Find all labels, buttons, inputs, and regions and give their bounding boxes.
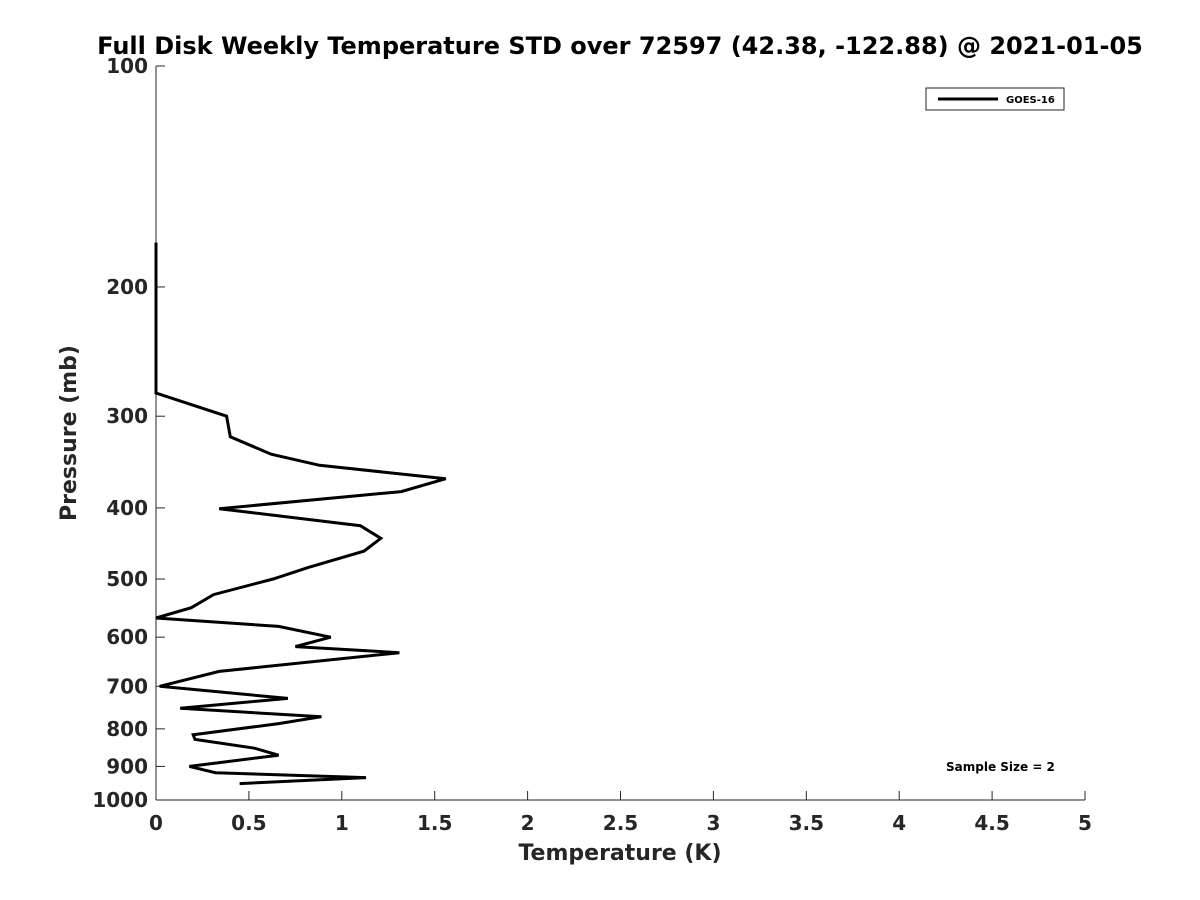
x-tick-label: 4 xyxy=(892,811,906,835)
sample-size-annotation: Sample Size = 2 xyxy=(946,760,1055,774)
x-axis-label: Temperature (K) xyxy=(518,841,721,866)
y-tick-label: 800 xyxy=(106,717,148,741)
y-axis-label: Pressure (mb) xyxy=(57,345,82,521)
chart-title: Full Disk Weekly Temperature STD over 72… xyxy=(97,32,1143,60)
y-tick-label: 600 xyxy=(106,625,148,649)
y-tick-label: 300 xyxy=(106,404,148,428)
legend: GOES-16 xyxy=(925,87,1065,111)
x-tick-label: 3 xyxy=(706,811,720,835)
y-tick-label: 700 xyxy=(106,674,148,698)
legend-label-goes-16: GOES-16 xyxy=(1006,95,1055,106)
series-line-goes-16 xyxy=(154,242,447,786)
y-tick-label: 400 xyxy=(106,496,148,520)
y-axis-ticks: 100 200 300 400 500 600 700 800 900 1000 xyxy=(92,54,165,812)
x-tick-label: 4.5 xyxy=(974,811,1009,835)
x-tick-label: 1 xyxy=(335,811,349,835)
x-axis-ticks: 0 0.5 1 1.5 2 2.5 3 3.5 4 4.5 5 xyxy=(149,791,1092,835)
x-tick-label: 2.5 xyxy=(603,811,638,835)
x-tick-label: 2 xyxy=(521,811,535,835)
y-tick-label: 100 xyxy=(106,54,148,78)
series-layer xyxy=(154,242,447,786)
x-tick-label: 0 xyxy=(149,811,163,835)
y-tick-label: 500 xyxy=(106,567,148,591)
x-tick-label: 0.5 xyxy=(231,811,266,835)
x-tick-label: 3.5 xyxy=(789,811,824,835)
y-tick-label: 900 xyxy=(106,754,148,778)
y-tick-label: 1000 xyxy=(92,788,148,812)
x-tick-label: 5 xyxy=(1078,811,1092,835)
plot-area xyxy=(155,66,1085,801)
y-tick-label: 200 xyxy=(106,275,148,299)
x-tick-label: 1.5 xyxy=(417,811,452,835)
